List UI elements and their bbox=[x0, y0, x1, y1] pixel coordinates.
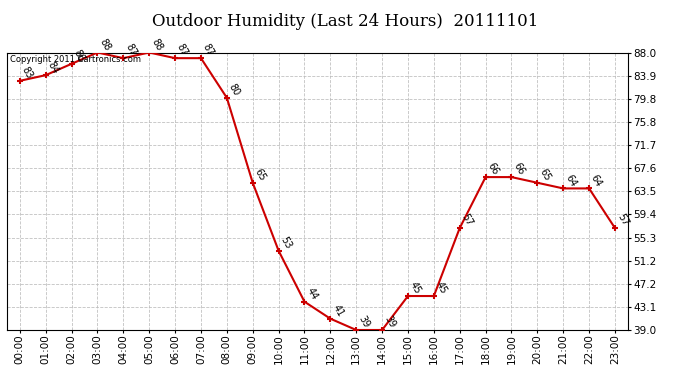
Text: 57: 57 bbox=[615, 212, 630, 228]
Text: 87: 87 bbox=[175, 42, 190, 58]
Text: 57: 57 bbox=[460, 212, 475, 228]
Text: 64: 64 bbox=[589, 173, 604, 188]
Text: 80: 80 bbox=[227, 82, 242, 98]
Text: 39: 39 bbox=[382, 314, 397, 330]
Text: 65: 65 bbox=[253, 167, 268, 183]
Text: 87: 87 bbox=[201, 42, 216, 58]
Text: 88: 88 bbox=[149, 37, 164, 52]
Text: 64: 64 bbox=[563, 173, 578, 188]
Text: 66: 66 bbox=[486, 162, 500, 177]
Text: Copyright 2011 Cartronics.com: Copyright 2011 Cartronics.com bbox=[10, 55, 141, 64]
Text: 88: 88 bbox=[97, 37, 112, 52]
Text: 45: 45 bbox=[408, 280, 423, 296]
Text: 84: 84 bbox=[46, 60, 61, 75]
Text: 86: 86 bbox=[72, 48, 86, 64]
Text: 83: 83 bbox=[20, 65, 34, 81]
Text: 39: 39 bbox=[356, 314, 371, 330]
Text: 65: 65 bbox=[538, 167, 552, 183]
Text: 87: 87 bbox=[124, 42, 138, 58]
Text: 66: 66 bbox=[511, 162, 526, 177]
Text: 45: 45 bbox=[434, 280, 448, 296]
Text: 44: 44 bbox=[304, 286, 319, 302]
Text: Outdoor Humidity (Last 24 Hours)  20111101: Outdoor Humidity (Last 24 Hours) 2011110… bbox=[152, 13, 538, 30]
Text: 53: 53 bbox=[279, 235, 293, 251]
Text: 41: 41 bbox=[331, 303, 345, 319]
